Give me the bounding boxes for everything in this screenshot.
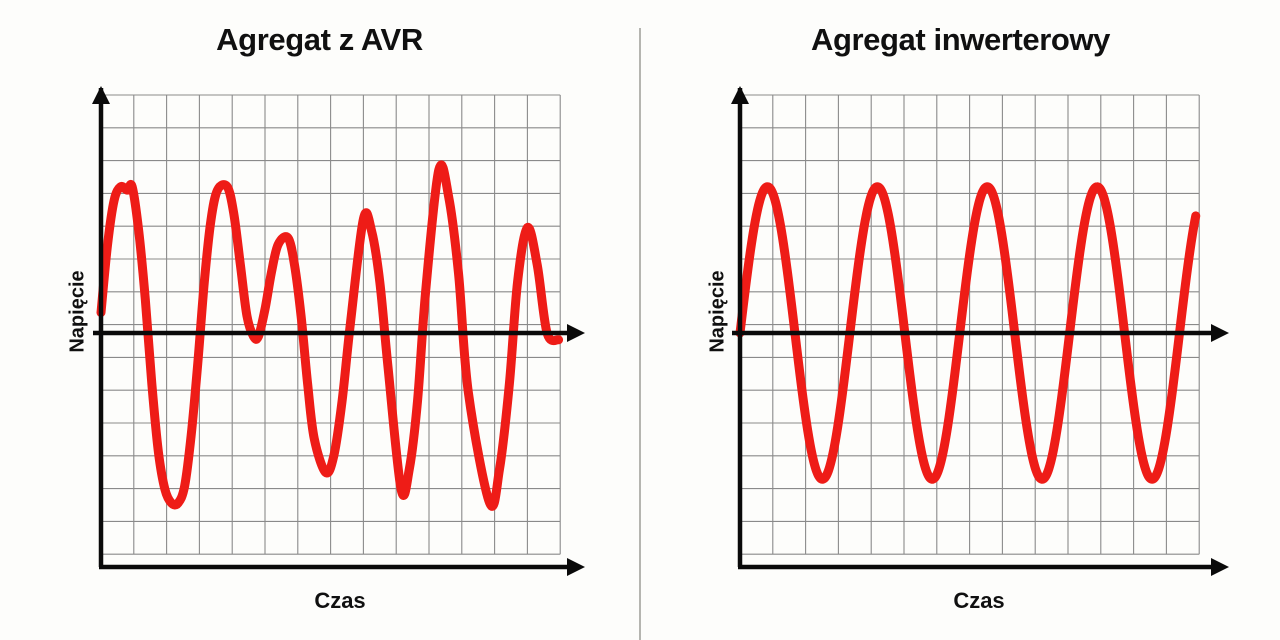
panel-avr-title: Agregat z AVR	[216, 22, 423, 57]
grid-lines	[739, 94, 1200, 555]
waveform-line	[96, 160, 564, 511]
axes	[731, 86, 1229, 576]
panel-inverter-title: Agregat inwerterowy	[810, 22, 1111, 57]
y-axis-arrow	[92, 86, 110, 104]
x-axis-arrow	[1211, 558, 1229, 576]
panel-avr-x-axis-label: Czas	[314, 588, 366, 613]
panel-inverter-plot	[731, 86, 1229, 576]
y-axis-arrow	[731, 86, 749, 104]
panel-avr: Agregat z AVR Napięcie Czas	[0, 0, 639, 640]
panel-avr-plot	[92, 86, 585, 576]
zero-axis-arrow	[1211, 324, 1229, 342]
panel-inverter-x-axis-label: Czas	[953, 588, 1005, 613]
waveform-line	[735, 182, 1201, 484]
axes	[92, 86, 585, 576]
x-axis-arrow	[567, 558, 585, 576]
grid-lines	[100, 94, 561, 555]
zero-axis-arrow	[567, 324, 585, 342]
panel-inverter: Agregat inwerterowy Napięcie Czas	[641, 0, 1280, 640]
panel-divider	[639, 28, 641, 640]
